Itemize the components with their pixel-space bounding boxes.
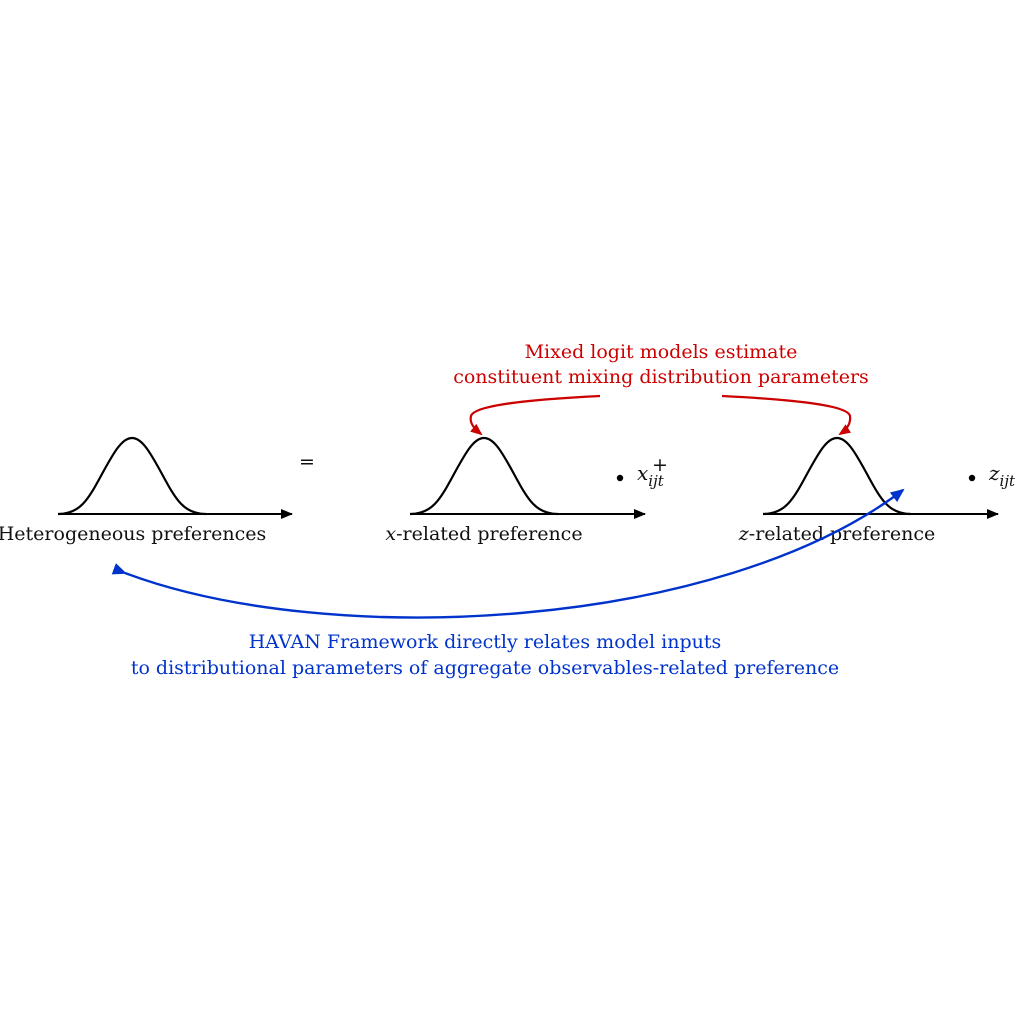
density-curve-z-related [762, 436, 912, 516]
term-z-sub: ijt [1000, 472, 1016, 490]
label-heterogeneous: Heterogeneous preferences [0, 523, 266, 545]
equals-sign: = [299, 451, 315, 473]
term-z-main: z [988, 461, 1000, 485]
blue-annotation-line1: HAVAN Framework directly relates model i… [249, 631, 722, 653]
label-z-related: z-related preference [738, 523, 935, 545]
label-x-rest: -related preference [396, 523, 582, 545]
blue-annotation-line2: to distributional parameters of aggregat… [131, 657, 839, 679]
multiply-dot-x [616, 474, 624, 482]
red-annotation-line1: Mixed logit models estimate [525, 341, 798, 363]
blue-annotation: HAVAN Framework directly relates model i… [111, 488, 905, 679]
panel-z-related: z-related preference zijt [738, 436, 1016, 545]
term-z: zijt [988, 461, 1016, 490]
panel-x-related: x-related preference xijt [385, 436, 665, 545]
red-arrow-to-z [721, 394, 852, 436]
plus-sign: + [652, 454, 668, 476]
label-x-related: x-related preference [385, 523, 582, 545]
term-x-sub: ijt [648, 472, 664, 490]
label-x-var: x [385, 523, 396, 545]
density-curve-heterogeneous [57, 436, 207, 516]
density-curve-x-related [409, 436, 559, 516]
red-annotation-line2: constituent mixing distribution paramete… [453, 366, 869, 388]
term-x: xijt [637, 461, 665, 490]
panel-heterogeneous: Heterogeneous preferences [0, 436, 293, 545]
label-z-rest: -related preference [749, 523, 935, 545]
red-arrow-to-x [469, 394, 601, 436]
red-annotation: Mixed logit models estimate constituent … [453, 341, 869, 436]
multiply-dot-z [968, 474, 976, 482]
blue-double-arrow [111, 488, 905, 619]
term-x-main: x [637, 461, 648, 485]
